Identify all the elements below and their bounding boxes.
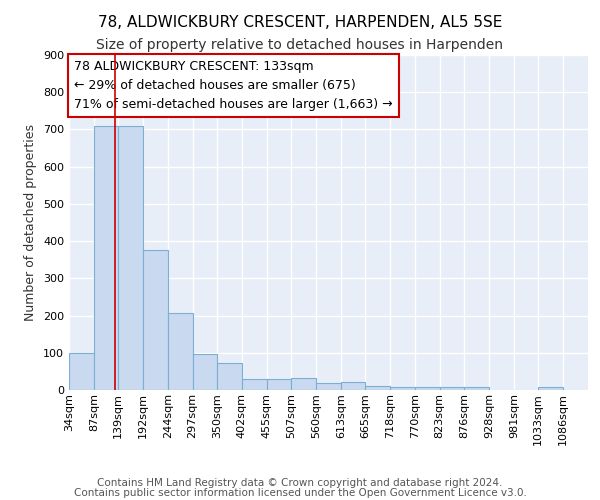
- Bar: [538, 388, 563, 390]
- Bar: [217, 363, 242, 390]
- Text: 78 ALDWICKBURY CRESCENT: 133sqm
← 29% of detached houses are smaller (675)
71% o: 78 ALDWICKBURY CRESCENT: 133sqm ← 29% of…: [74, 60, 393, 111]
- Bar: [118, 126, 143, 390]
- Bar: [242, 379, 267, 390]
- Bar: [69, 353, 94, 390]
- Bar: [291, 378, 316, 390]
- Bar: [464, 388, 489, 390]
- Text: Size of property relative to detached houses in Harpenden: Size of property relative to detached ho…: [97, 38, 503, 52]
- Bar: [365, 386, 390, 390]
- Bar: [167, 313, 193, 390]
- Text: Contains HM Land Registry data © Crown copyright and database right 2024.: Contains HM Land Registry data © Crown c…: [97, 478, 503, 488]
- Text: 78, ALDWICKBURY CRESCENT, HARPENDEN, AL5 5SE: 78, ALDWICKBURY CRESCENT, HARPENDEN, AL5…: [98, 15, 502, 30]
- Bar: [415, 387, 440, 390]
- Text: Contains public sector information licensed under the Open Government Licence v3: Contains public sector information licen…: [74, 488, 526, 498]
- Y-axis label: Number of detached properties: Number of detached properties: [25, 124, 37, 321]
- Bar: [193, 354, 217, 390]
- Bar: [143, 250, 167, 390]
- Bar: [440, 387, 464, 390]
- Bar: [267, 379, 291, 390]
- Bar: [341, 382, 365, 390]
- Bar: [390, 387, 415, 390]
- Bar: [316, 382, 341, 390]
- Bar: [94, 126, 118, 390]
